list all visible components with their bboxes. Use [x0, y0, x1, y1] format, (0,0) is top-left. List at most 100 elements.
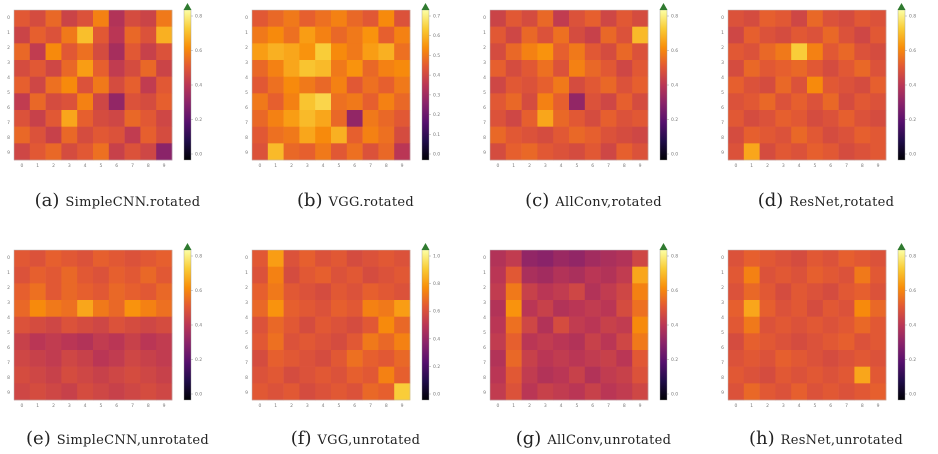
y-tick-label: 0 [245, 255, 248, 261]
colorbar-tick-label: 0.4 [433, 73, 440, 79]
heatmap-cell [569, 383, 586, 401]
heatmap-cell [108, 250, 125, 267]
heatmap-cell [870, 316, 887, 334]
y-tick-label: 3 [483, 300, 486, 306]
heatmap-frame [489, 9, 649, 161]
heatmap-cell [490, 93, 507, 111]
y-tick-label: 4 [483, 315, 486, 321]
heatmap-cell [807, 266, 824, 284]
heatmap-cell [505, 43, 522, 61]
heatmap-cell [108, 10, 125, 27]
heatmap-cell [838, 383, 855, 401]
heatmap-cell [394, 93, 411, 111]
heatmap-cell [252, 283, 269, 301]
heatmap-cell [632, 250, 649, 267]
heatmap-cell [728, 350, 745, 367]
y-tick-label: 7 [721, 360, 724, 366]
x-tick-label: 6 [591, 163, 594, 169]
heatmap-cell [252, 110, 269, 127]
heatmap-cell [569, 300, 586, 317]
heatmap-cell [632, 316, 649, 334]
heatmap-cell [140, 350, 157, 367]
heatmap-cell [854, 266, 871, 284]
heatmap-cell [759, 60, 776, 77]
heatmap-cell [93, 283, 110, 301]
heatmap-cell [331, 43, 348, 61]
heatmap-cell [759, 110, 776, 127]
y-tick-label: 8 [7, 135, 10, 141]
heatmap-cell [743, 10, 760, 27]
colorbar-tick-label: 0.4 [671, 83, 678, 89]
y-tick-label: 9 [245, 150, 248, 156]
y-tick-label: 4 [245, 315, 248, 321]
heatmap-cell [378, 10, 395, 27]
heatmap-cell [346, 143, 363, 161]
heatmap-cell [537, 60, 554, 77]
heatmap-cell [156, 250, 173, 267]
heatmap-cell [553, 300, 570, 317]
panel-a: 0 1 2 3 4 5 6 7 8 9 0 1 2 3 4 5 6 7 8 9 0.0 0.2 0.4 0.6 0.8 (a) S… [0, 0, 235, 227]
heatmap-cell [331, 350, 348, 367]
heatmap-cell [870, 60, 887, 77]
heatmap-cell [315, 26, 332, 44]
x-tick-label: 8 [861, 403, 864, 409]
heatmap-cell [315, 10, 332, 27]
heatmap-cell [93, 333, 110, 351]
y-tick-label: 7 [7, 360, 10, 366]
heatmap-cell [854, 250, 871, 267]
heatmap-cell [791, 93, 808, 111]
x-tick-label: 2 [52, 403, 55, 409]
y-tick-label: 9 [7, 150, 10, 156]
x-tick-label: 3 [306, 163, 309, 169]
heatmap-cell [791, 266, 808, 284]
y-tick-label: 3 [483, 60, 486, 66]
y-tick-label: 5 [7, 330, 10, 336]
x-tick-label: 6 [353, 403, 356, 409]
heatmap-cell [315, 283, 332, 301]
heatmap-cell [791, 250, 808, 267]
heatmap-cell [490, 10, 507, 27]
heatmap-cell [870, 110, 887, 127]
y-tick-label: 7 [245, 120, 248, 126]
colorbar-tick-label: 0.8 [433, 281, 440, 287]
heatmap-cell [743, 383, 760, 401]
heatmap-cell [29, 76, 46, 94]
heatmap-cell [29, 10, 46, 27]
y-tick-label: 3 [245, 60, 248, 66]
heatmap-cell [77, 383, 94, 401]
heatmap-cell [616, 26, 633, 44]
heatmap-cell [77, 350, 94, 367]
heatmap-cell [553, 333, 570, 351]
heatmap-cell [77, 93, 94, 111]
heatmap-cell [299, 283, 316, 301]
heatmap-cell [299, 26, 316, 44]
caption-model: SimpleCNN.rotated [65, 195, 201, 210]
y-tick-label: 2 [7, 285, 10, 291]
heatmap-cell [616, 366, 633, 384]
heatmap-cell [521, 126, 538, 144]
heatmap-cell [346, 93, 363, 111]
heatmap-cell [93, 366, 110, 384]
heatmap-cell [743, 350, 760, 367]
heatmap-cell [140, 10, 157, 27]
heatmap-cell [29, 366, 46, 384]
heatmap-cell [45, 76, 62, 94]
heatmap-cell [61, 350, 78, 367]
heatmap-cell [600, 283, 617, 301]
colorbar [659, 9, 668, 161]
heatmap-cell [45, 266, 62, 284]
heatmap-cell [299, 60, 316, 77]
x-tick-label: 5 [99, 403, 102, 409]
heatmap-cell [791, 366, 808, 384]
heatmap-cell [838, 350, 855, 367]
x-tick-label: 3 [782, 403, 785, 409]
heatmap-cell [569, 266, 586, 284]
colorbar [897, 249, 906, 401]
colorbar-tick-label: 1.0 [433, 254, 440, 260]
heatmap-cell [807, 316, 824, 334]
heatmap-cell [394, 76, 411, 94]
heatmap-cell [283, 266, 300, 284]
heatmap-cell [616, 300, 633, 317]
heatmap-cell [537, 350, 554, 367]
heatmap-cell [156, 333, 173, 351]
